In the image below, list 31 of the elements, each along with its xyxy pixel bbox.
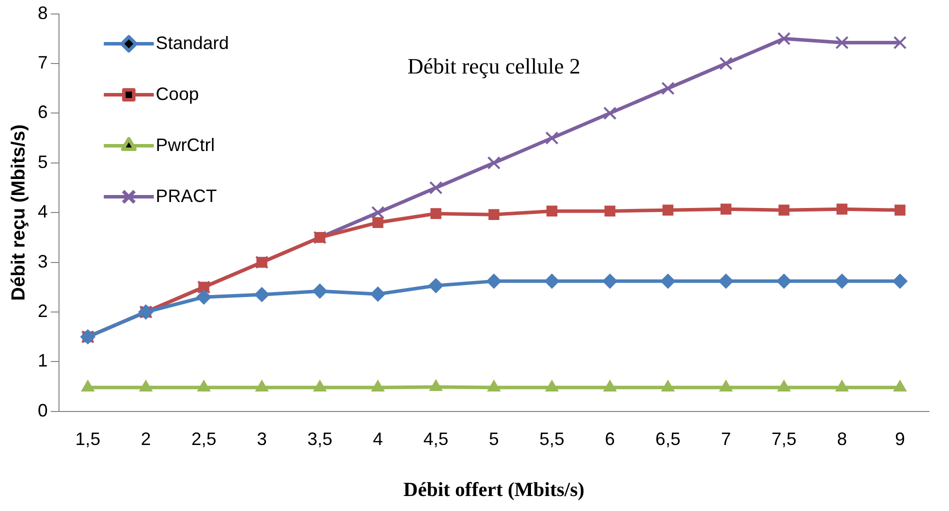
y-tick-label: 4: [38, 202, 48, 222]
x-tick-label: 9: [894, 429, 905, 450]
y-tick-label: 5: [38, 152, 48, 172]
x-tick-label: 3: [256, 429, 267, 450]
legend-label: PwrCtrl: [156, 134, 215, 155]
y-tick-label: 8: [38, 2, 48, 23]
text: Débit reçu cellule 2: [407, 54, 580, 79]
x-tick-label: 4: [372, 429, 383, 450]
y-tick-label: 2: [38, 300, 48, 321]
x-axis-title: Débit offert (Mbits/s): [403, 479, 584, 502]
x-tick-label: 7: [720, 429, 731, 450]
x-tick-label: 8: [836, 429, 847, 450]
x-tick-label: 2,5: [191, 429, 216, 450]
x-tick-label: 7,5: [771, 429, 796, 450]
x-tick-label: 6,5: [655, 429, 680, 450]
y-axis-title: Débit reçu (Mbits/s): [8, 124, 30, 301]
y-tick-label: 3: [38, 251, 48, 272]
x-tick-label: 6: [604, 429, 615, 450]
legend-label: Standard: [156, 32, 229, 53]
x-tick-label: 3,5: [307, 429, 332, 450]
legend-label: Coop: [156, 84, 199, 104]
y-tick-label: 7: [38, 52, 48, 72]
y-tick-label: 6: [38, 102, 48, 122]
y-tick-label: 0: [38, 400, 48, 420]
x-tick-label: 4,5: [423, 429, 448, 450]
x-tick-label: 2: [140, 429, 151, 450]
x-tick-label: 5: [488, 429, 499, 450]
x-tick-label: 5,5: [539, 429, 564, 450]
legend-label: PRACT: [156, 186, 217, 206]
x-tick-label: 1,5: [75, 429, 100, 450]
y-tick-label: 1: [38, 350, 48, 371]
